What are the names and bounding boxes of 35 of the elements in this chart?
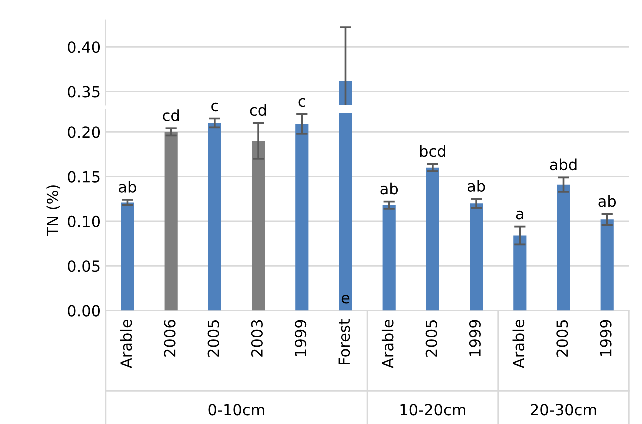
annotation: ab — [380, 182, 398, 195]
text: 0-10cm — [208, 404, 264, 416]
y-tick-label: 0.20 — [68, 126, 100, 138]
y-tick-label: 0.10 — [68, 216, 100, 228]
annotation: ab — [598, 195, 616, 208]
text: 10-20cm — [400, 404, 466, 416]
y-tick-label: 0.00 — [68, 305, 100, 317]
y-tick-label: 0.05 — [68, 260, 100, 272]
annotation: a — [516, 210, 524, 220]
x-tick-label: 1999 — [600, 320, 612, 356]
y-tick-label: 0.40 — [68, 42, 100, 54]
annotation: ab — [468, 180, 486, 192]
annotation: cd — [250, 104, 266, 116]
y-tick-label: 0.35 — [68, 86, 100, 98]
x-tick-label: 2005 — [426, 320, 438, 357]
x-tick-label: 2005 — [556, 320, 568, 357]
x-tick-label: 2005 — [208, 320, 220, 357]
text: 20-30cm — [531, 404, 596, 416]
annotation: bcd — [420, 145, 446, 158]
x-tick-label: 1999 — [469, 320, 481, 356]
x-tick-label: Forest — [338, 319, 350, 364]
x-tick-label: Arable — [512, 320, 525, 368]
x-tick-label: 1999 — [295, 320, 307, 356]
x-tick-label: Arable — [120, 320, 132, 368]
annotation: cd — [163, 110, 179, 122]
x-tick-label: 2003 — [251, 320, 263, 357]
x-tick-label: Arable — [382, 320, 394, 368]
annotation: abd — [550, 158, 577, 171]
annotation: e — [342, 295, 350, 304]
x-tick-label: 2006 — [164, 320, 176, 357]
y-axis-title: TN (%) — [46, 186, 60, 236]
annotation: ab — [119, 181, 136, 193]
y-tick-label: 0.15 — [68, 171, 100, 183]
annotation: c — [212, 102, 218, 112]
annotation: c — [298, 98, 306, 108]
